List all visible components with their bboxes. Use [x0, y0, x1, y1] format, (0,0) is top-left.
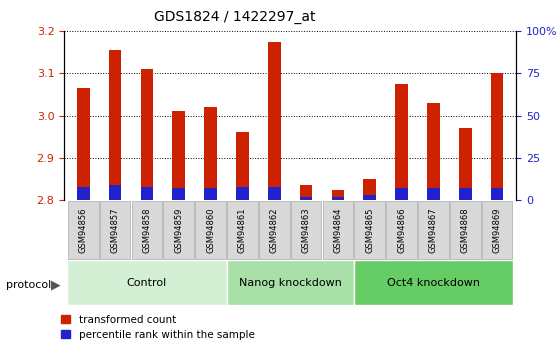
Text: Oct4 knockdown: Oct4 knockdown	[387, 278, 480, 288]
Bar	[172, 188, 185, 200]
Bar	[450, 201, 480, 259]
Text: GSM94861: GSM94861	[238, 208, 247, 253]
Bar	[427, 188, 440, 200]
Bar	[172, 111, 185, 200]
Bar	[141, 187, 153, 200]
Text: GSM94867: GSM94867	[429, 207, 438, 253]
Text: GSM94868: GSM94868	[461, 207, 470, 253]
Bar	[109, 50, 122, 200]
Text: GSM94862: GSM94862	[270, 208, 279, 253]
Bar	[109, 185, 122, 200]
Bar	[77, 187, 90, 200]
Bar	[204, 188, 217, 200]
Text: GDS1824 / 1422297_at: GDS1824 / 1422297_at	[153, 10, 315, 24]
Text: GSM94857: GSM94857	[110, 208, 119, 253]
Bar	[268, 42, 281, 200]
Bar	[300, 185, 312, 200]
Bar	[141, 69, 153, 200]
Bar	[236, 187, 249, 200]
Bar	[386, 201, 417, 259]
Bar	[236, 132, 249, 200]
Bar	[395, 84, 408, 200]
Bar	[331, 197, 344, 200]
Bar	[300, 197, 312, 200]
Text: GSM94860: GSM94860	[206, 208, 215, 253]
Bar	[363, 179, 376, 200]
Bar	[100, 201, 131, 259]
Bar	[363, 195, 376, 200]
Bar	[259, 201, 290, 259]
Bar	[227, 260, 354, 305]
Text: Control: Control	[127, 278, 167, 288]
Text: protocol: protocol	[6, 280, 51, 289]
Text: GSM94864: GSM94864	[333, 208, 343, 253]
Bar	[354, 260, 513, 305]
Text: GSM94859: GSM94859	[174, 208, 183, 253]
Text: GSM94869: GSM94869	[493, 208, 502, 253]
Bar	[354, 201, 385, 259]
Bar	[227, 201, 258, 259]
Bar	[490, 73, 503, 200]
Bar	[395, 188, 408, 200]
Bar	[204, 107, 217, 200]
Bar	[268, 187, 281, 200]
Bar	[77, 88, 90, 200]
Bar	[482, 201, 512, 259]
Bar	[490, 188, 503, 200]
Bar	[418, 201, 449, 259]
Text: ▶: ▶	[51, 278, 61, 291]
Bar	[323, 201, 353, 259]
Legend: transformed count, percentile rank within the sample: transformed count, percentile rank withi…	[61, 315, 254, 340]
Bar	[195, 201, 226, 259]
Text: GSM94865: GSM94865	[365, 208, 374, 253]
Bar	[68, 260, 227, 305]
Text: GSM94858: GSM94858	[142, 208, 151, 253]
Bar	[459, 128, 472, 200]
Bar	[291, 201, 321, 259]
Bar	[132, 201, 162, 259]
Text: GSM94863: GSM94863	[301, 207, 311, 253]
Bar	[427, 103, 440, 200]
Text: GSM94856: GSM94856	[79, 208, 88, 253]
Bar	[163, 201, 194, 259]
Bar	[331, 189, 344, 200]
Bar	[459, 188, 472, 200]
Text: Nanog knockdown: Nanog knockdown	[239, 278, 341, 288]
Bar	[68, 201, 99, 259]
Text: GSM94866: GSM94866	[397, 207, 406, 253]
